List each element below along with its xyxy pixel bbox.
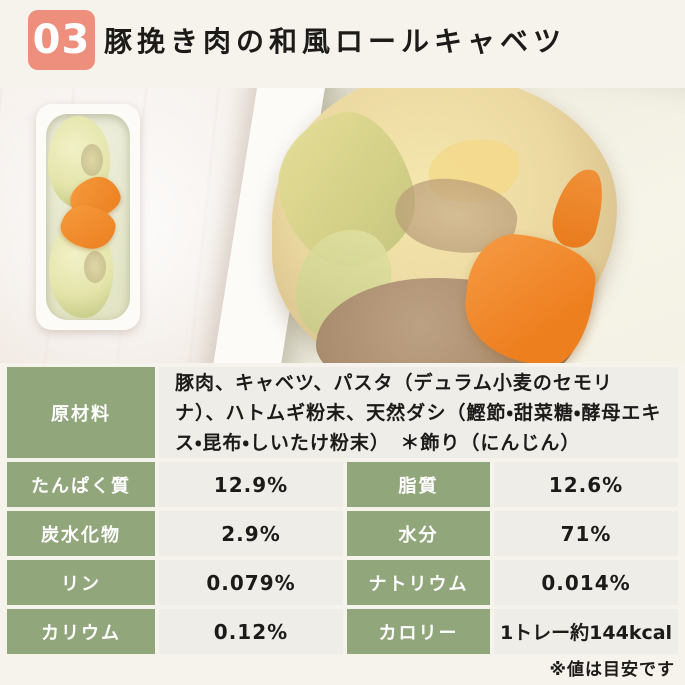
nutrient-label-potassium: カリウム	[7, 609, 155, 654]
ingredients-value: 豚肉、キャベツ、パスタ（デュラム小麦のセモリナ）、ハトムギ粉末、天然ダシ（鰹節・…	[159, 367, 678, 458]
page-title: 豚挽き肉の和風ロールキャベツ	[104, 25, 567, 58]
ingredients-label: 原材料	[7, 367, 155, 458]
nutrient-label-sodium: ナトリウム	[347, 560, 490, 605]
nutrient-label-moisture: 水分	[347, 511, 490, 556]
number-badge: 03	[28, 10, 95, 70]
nutrient-value-potassium: 0.12%	[159, 609, 343, 654]
nutrient-label-calorie: カロリー	[347, 609, 490, 654]
nutrient-value-phosphorus: 0.079%	[159, 560, 343, 605]
nutrition-table: 原材料 豚肉、キャベツ、パスタ（デュラム小麦のセモリナ）、ハトムギ粉末、天然ダシ…	[7, 367, 678, 654]
nutrient-label-phosphorus: リン	[7, 560, 155, 605]
nutrient-label-carbohydrate: 炭水化物	[7, 511, 155, 556]
nutrient-value-moisture: 71%	[494, 511, 678, 556]
tray-photo	[36, 104, 140, 330]
nutrient-value-sodium: 0.014%	[494, 560, 678, 605]
nutrient-value-fat: 12.6%	[494, 462, 678, 507]
disclaimer-note: ※値は目安です	[549, 660, 675, 680]
nutrient-value-protein: 12.9%	[159, 462, 343, 507]
nutrient-label-protein: たんぱく質	[7, 462, 155, 507]
nutrient-value-calorie: 1トレー約144kcal	[494, 609, 678, 654]
header: 03 豚挽き肉の和風ロールキャベツ	[0, 0, 685, 88]
nutrient-label-fat: 脂質	[347, 462, 490, 507]
nutrient-value-carbohydrate: 2.9%	[159, 511, 343, 556]
photo-band	[0, 88, 685, 363]
